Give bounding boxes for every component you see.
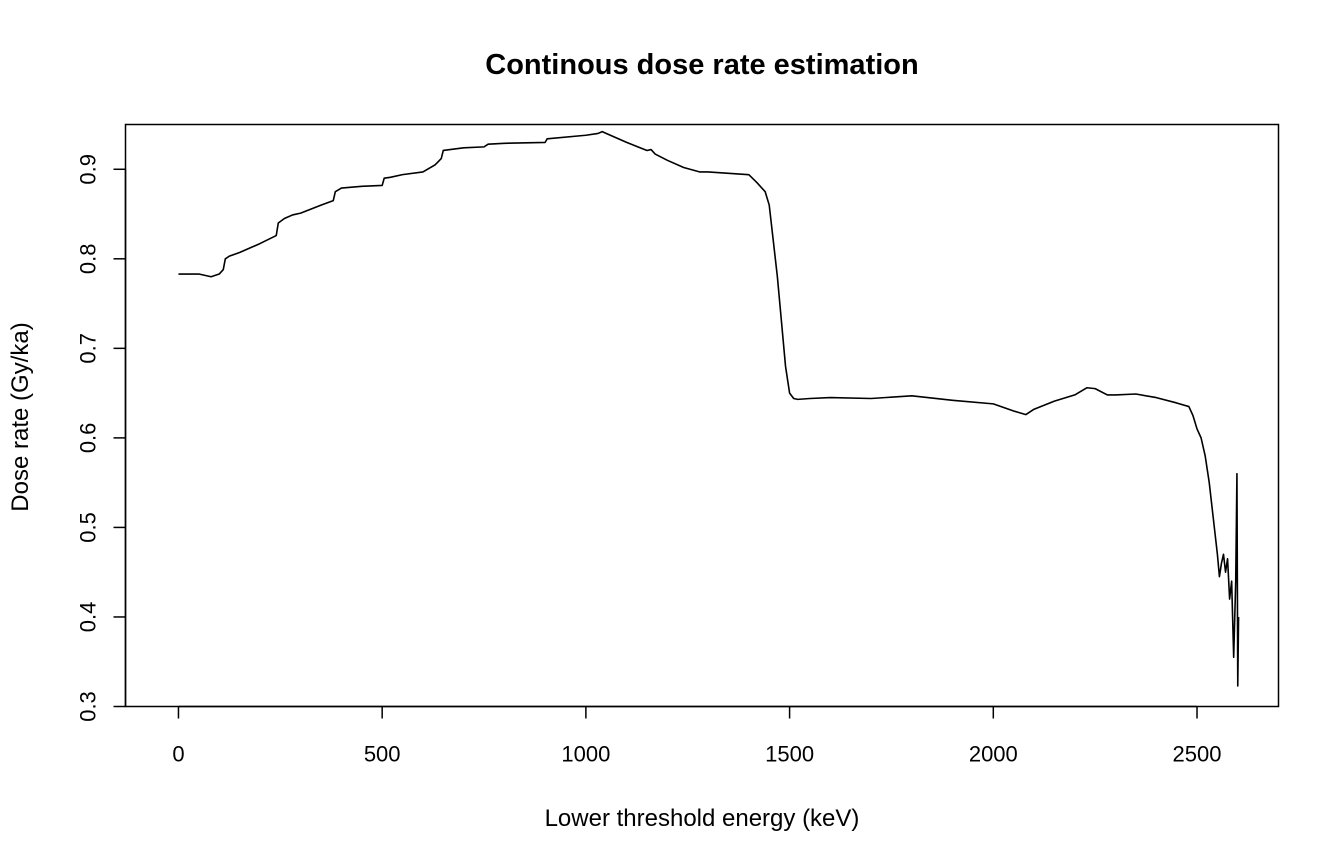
- plot-frame: [124, 123, 1280, 708]
- series-line: [178, 130, 1240, 687]
- x-tick-label: 2000: [969, 742, 1018, 767]
- x-tick-label: 0: [172, 742, 184, 767]
- x-axis: 0 500 1000 1500 2000 2500: [172, 705, 1222, 767]
- x-tick-label: 2500: [1173, 742, 1222, 767]
- y-tick-label: 0.5: [76, 512, 101, 543]
- y-tick-label: 0.9: [76, 154, 101, 185]
- x-tick-label: 1000: [561, 742, 610, 767]
- y-axis-label: Dose rate (Gy/ka): [7, 322, 34, 511]
- x-axis-label: Lower threshold energy (keV): [545, 805, 860, 832]
- y-tick-label: 0.7: [76, 333, 101, 364]
- x-tick-label: 1500: [765, 742, 814, 767]
- y-tick-label: 0.6: [76, 423, 101, 454]
- y-tick-label: 0.3: [76, 691, 101, 722]
- y-tick-label: 0.4: [76, 602, 101, 633]
- y-axis: 0.3 0.4 0.5 0.6 0.7 0.8 0.9: [76, 154, 127, 722]
- y-tick-label: 0.8: [76, 244, 101, 275]
- x-tick-label: 500: [364, 742, 401, 767]
- chart-title: Continous dose rate estimation: [485, 49, 918, 81]
- series-layer: [178, 130, 1240, 687]
